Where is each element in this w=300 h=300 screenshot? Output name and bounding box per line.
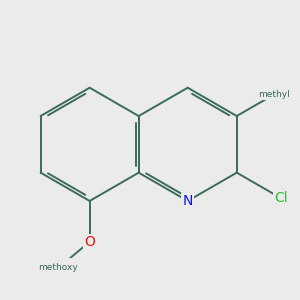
Text: N: N <box>182 194 193 208</box>
Text: methyl: methyl <box>258 90 290 99</box>
Text: Cl: Cl <box>274 191 288 205</box>
Text: O: O <box>84 235 95 249</box>
Text: methoxy: methoxy <box>38 263 78 272</box>
